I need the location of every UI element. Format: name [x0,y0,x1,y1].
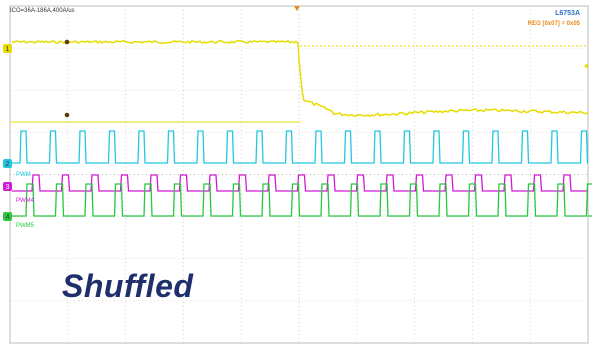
channel-3-trace [12,174,588,192]
svg-text:3: 3 [6,184,10,191]
measurement-header: ICO=36A-186A,400A/us [10,8,75,14]
cursor-b-marker[interactable] [64,112,70,118]
channel-markers: 1 2 3 4 [3,44,12,221]
channel-1-marker[interactable]: 1 [3,44,12,53]
channel-4-trace [12,183,592,217]
register-setting: REG [0x07] = 0x05 [527,21,580,27]
svg-text:2: 2 [6,161,10,168]
trigger-position-marker[interactable] [294,6,300,11]
channel-2-marker[interactable]: 2 [3,159,12,168]
channel-1-trace [10,39,589,123]
channel-4-label: PWM5 [16,223,34,229]
cursor-a-marker[interactable] [64,39,70,45]
channel-1-offscreen-marker [584,63,588,69]
channel-2-label: PWM [16,172,31,178]
svg-text:1: 1 [6,46,10,53]
channel-3-label: PWM4 [16,198,34,204]
channel-2-trace [12,130,589,164]
annotation-text: Shuffled [62,268,194,304]
channel-3-marker[interactable]: 3 [3,182,12,191]
channel-4-marker[interactable]: 4 [3,212,12,221]
device-title: L6753A [555,10,580,17]
svg-text:4: 4 [6,214,10,221]
